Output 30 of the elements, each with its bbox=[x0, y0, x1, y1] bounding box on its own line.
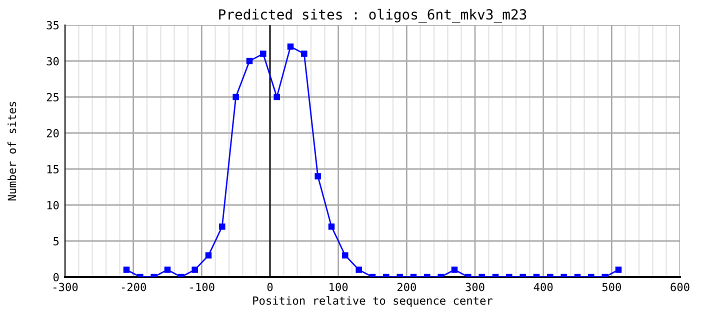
point bbox=[274, 94, 280, 100]
point bbox=[246, 58, 253, 64]
y-axis-title: Number of sites bbox=[8, 102, 16, 200]
x-tick-label: 100 bbox=[330, 282, 348, 292]
point bbox=[260, 50, 266, 57]
chart-title: Predicted sites : oligos_6nt_mkv3_m23 bbox=[219, 8, 526, 23]
y-tick-label: 30 bbox=[46, 57, 59, 66]
x-tick-label: 400 bbox=[534, 282, 553, 292]
point bbox=[232, 94, 239, 100]
x-tick-label: 500 bbox=[602, 282, 621, 292]
x-tick-label: -100 bbox=[190, 282, 214, 292]
x-tick-label: 200 bbox=[397, 282, 416, 292]
y-tick-label: 5 bbox=[54, 237, 59, 246]
y-tick-label: 25 bbox=[46, 93, 59, 102]
point bbox=[328, 223, 335, 230]
x-tick-label: -300 bbox=[54, 282, 78, 292]
x-tick-label: 600 bbox=[670, 282, 690, 292]
x-axis-title: Position relative to sequence center bbox=[253, 296, 492, 307]
y-tick-label: 15 bbox=[47, 165, 59, 174]
y-tick-label: 10 bbox=[47, 201, 59, 210]
y-tick-label: 20 bbox=[46, 129, 59, 138]
y-tick-label: 0 bbox=[53, 273, 59, 282]
point bbox=[287, 43, 294, 50]
point bbox=[314, 173, 321, 180]
x-tick-label: 0 bbox=[267, 282, 273, 292]
y-tick-label: 35 bbox=[46, 21, 59, 30]
point bbox=[301, 50, 308, 57]
point bbox=[219, 223, 226, 230]
x-tick-label: 300 bbox=[466, 282, 484, 292]
x-tick-label: -200 bbox=[122, 282, 146, 292]
